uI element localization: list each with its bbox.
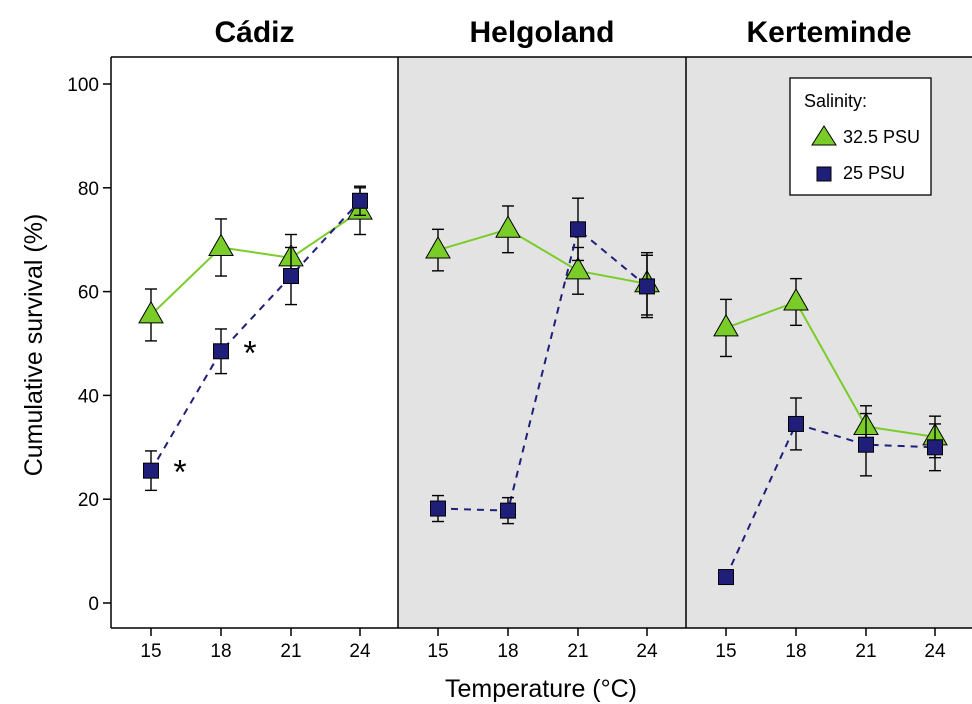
significance-marker: * [243,334,256,372]
series-line [150,200,361,472]
data-point-triangle [495,215,521,238]
data-point-square [927,439,943,456]
panel-title: Kerteminde [746,16,911,49]
x-tick-label: 24 [349,641,371,662]
legend-entry-label: 32.5 PSU [843,127,920,147]
data-point-square [430,500,446,517]
legend-title: Salinity: [804,91,867,111]
annotation-layer: ** [173,334,256,491]
y-tick-label: 20 [78,490,99,511]
y-axis: 0 20 40 60 80 100 [67,75,111,615]
x-tick-label: 21 [567,641,588,662]
panel-background [111,57,398,628]
x-tick-label: 18 [785,641,806,662]
significance-marker: * [173,454,186,492]
legend-box [789,77,932,196]
series-line [725,300,936,438]
data-point-square [283,268,299,285]
x-tick-label: 21 [280,641,301,662]
y-tick-label: 40 [78,386,99,407]
data-point-triangle [565,256,591,280]
panel-title: Helgoland [469,16,614,49]
legend: Salinity: 32.5 PSU 25 PSU [789,77,932,196]
plot-frame [110,56,972,629]
x-axis: 15 18 21 24 15 18 21 24 15 18 21 24 [140,628,946,662]
series-layer [138,185,948,586]
panel-backgrounds [111,57,972,628]
x-tick-label: 21 [855,641,876,662]
data-point-square [570,221,586,238]
y-tick-label: 0 [88,594,99,615]
data-point-square [788,415,804,432]
series-line [437,227,648,512]
panel-title: Cádiz [214,16,294,49]
data-point-square [352,192,368,209]
panel-titles: Cádiz Helgoland Kerteminde [214,16,911,49]
data-point-triangle [713,313,739,337]
data-point-square [639,278,655,295]
x-tick-label: 18 [497,641,518,662]
x-tick-label: 15 [427,641,448,662]
legend-entry-label: 25 PSU [843,163,905,183]
data-point-square [718,569,734,586]
x-tick-label: 24 [924,641,946,662]
data-point-square [143,462,159,479]
series-line [437,228,648,285]
data-point-triangle [425,236,451,259]
series-line [725,422,936,578]
data-point-square [213,343,229,360]
data-point-triangle [783,287,809,311]
y-tick-label: 60 [78,283,99,304]
x-axis-label: Temperature (°C) [445,675,637,703]
data-point-square [858,436,874,453]
y-axis-label: Cumulative survival (%) [20,214,48,477]
x-tick-label: 18 [210,641,231,662]
data-point-square [500,502,516,519]
panel-background [398,57,686,628]
data-point-triangle [138,300,164,324]
data-point-triangle [208,233,234,256]
legend-square-icon [816,166,832,182]
x-tick-label: 15 [140,641,161,662]
x-tick-label: 15 [715,641,736,662]
x-tick-label: 24 [636,641,658,662]
legend-triangle-icon [811,125,837,146]
y-tick-label: 80 [78,179,99,200]
series-line [150,210,361,316]
y-tick-label: 100 [67,75,99,96]
